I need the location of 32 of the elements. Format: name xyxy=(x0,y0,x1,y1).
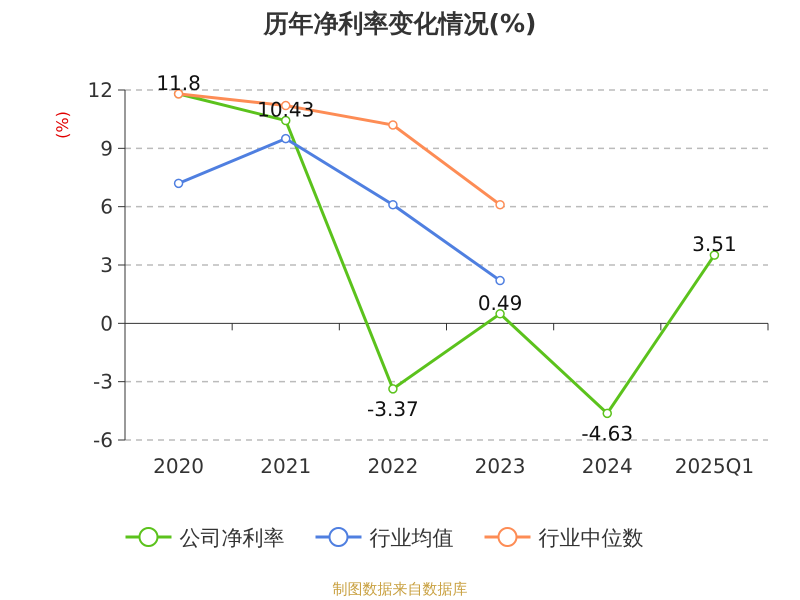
point xyxy=(174,178,184,188)
y-tick-label: 3 xyxy=(100,253,113,277)
y-tick-label: 12 xyxy=(88,78,113,102)
point xyxy=(388,120,398,130)
text: 制图数据来自数据库 xyxy=(332,580,468,598)
y-axis-title: (%) xyxy=(53,111,72,139)
x-tick-label: 2025Q1 xyxy=(674,454,754,478)
x-tick-label: 2024 xyxy=(582,454,633,478)
data-label: 0.49 xyxy=(478,290,522,315)
y-tick-label: 6 xyxy=(100,194,113,219)
point xyxy=(602,408,612,418)
point xyxy=(495,276,505,286)
y-tick-label: -6 xyxy=(93,428,113,452)
data-label: -4.63 xyxy=(581,422,634,446)
x-tick-label: 2022 xyxy=(367,454,418,478)
x-tick-label: 2023 xyxy=(474,454,526,478)
y-tick-label: -3 xyxy=(93,370,113,394)
y-tick-label: 0 xyxy=(100,311,113,336)
y-tick-label: 9 xyxy=(100,136,113,160)
legend-label: 行业均值 xyxy=(370,526,454,550)
point xyxy=(495,200,505,210)
point xyxy=(281,134,290,144)
chart-title: 历年净利率变化情况(%) xyxy=(262,9,536,38)
data-label: -3.37 xyxy=(367,397,419,422)
x-tick-label: 2021 xyxy=(260,454,312,478)
point xyxy=(388,384,398,394)
data-label: 11.8 xyxy=(156,70,201,95)
point xyxy=(388,200,398,210)
data-label: 3.51 xyxy=(692,232,737,256)
legend-label: 公司净利率 xyxy=(180,526,284,550)
legend-label: 行业中位数 xyxy=(538,526,644,550)
x-tick-label: 2020 xyxy=(153,454,204,478)
